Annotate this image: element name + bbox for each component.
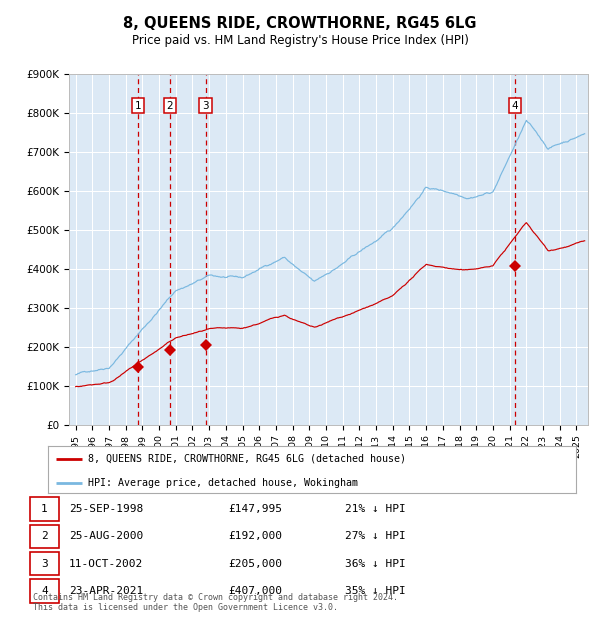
Text: £192,000: £192,000 bbox=[228, 531, 282, 541]
Text: 35% ↓ HPI: 35% ↓ HPI bbox=[345, 586, 406, 596]
Text: 3: 3 bbox=[202, 100, 209, 110]
Text: 8, QUEENS RIDE, CROWTHORNE, RG45 6LG: 8, QUEENS RIDE, CROWTHORNE, RG45 6LG bbox=[123, 16, 477, 30]
Text: Price paid vs. HM Land Registry's House Price Index (HPI): Price paid vs. HM Land Registry's House … bbox=[131, 34, 469, 47]
Text: 3: 3 bbox=[41, 559, 48, 569]
Text: 8, QUEENS RIDE, CROWTHORNE, RG45 6LG (detached house): 8, QUEENS RIDE, CROWTHORNE, RG45 6LG (de… bbox=[88, 454, 406, 464]
Text: HPI: Average price, detached house, Wokingham: HPI: Average price, detached house, Woki… bbox=[88, 477, 358, 488]
Text: 23-APR-2021: 23-APR-2021 bbox=[69, 586, 143, 596]
Text: £147,995: £147,995 bbox=[228, 504, 282, 514]
Text: 1: 1 bbox=[41, 504, 48, 514]
FancyBboxPatch shape bbox=[30, 579, 59, 603]
Text: 25-SEP-1998: 25-SEP-1998 bbox=[69, 504, 143, 514]
Text: 4: 4 bbox=[511, 100, 518, 110]
Text: 11-OCT-2002: 11-OCT-2002 bbox=[69, 559, 143, 569]
Text: 25-AUG-2000: 25-AUG-2000 bbox=[69, 531, 143, 541]
Text: £205,000: £205,000 bbox=[228, 559, 282, 569]
FancyBboxPatch shape bbox=[30, 497, 59, 521]
Text: 2: 2 bbox=[41, 531, 48, 541]
Text: 2: 2 bbox=[167, 100, 173, 110]
FancyBboxPatch shape bbox=[30, 525, 59, 548]
Text: 27% ↓ HPI: 27% ↓ HPI bbox=[345, 531, 406, 541]
Text: 1: 1 bbox=[134, 100, 141, 110]
Text: 4: 4 bbox=[41, 586, 48, 596]
Text: 36% ↓ HPI: 36% ↓ HPI bbox=[345, 559, 406, 569]
Text: Contains HM Land Registry data © Crown copyright and database right 2024.
This d: Contains HM Land Registry data © Crown c… bbox=[33, 593, 398, 612]
Text: 21% ↓ HPI: 21% ↓ HPI bbox=[345, 504, 406, 514]
Text: £407,000: £407,000 bbox=[228, 586, 282, 596]
FancyBboxPatch shape bbox=[30, 552, 59, 575]
